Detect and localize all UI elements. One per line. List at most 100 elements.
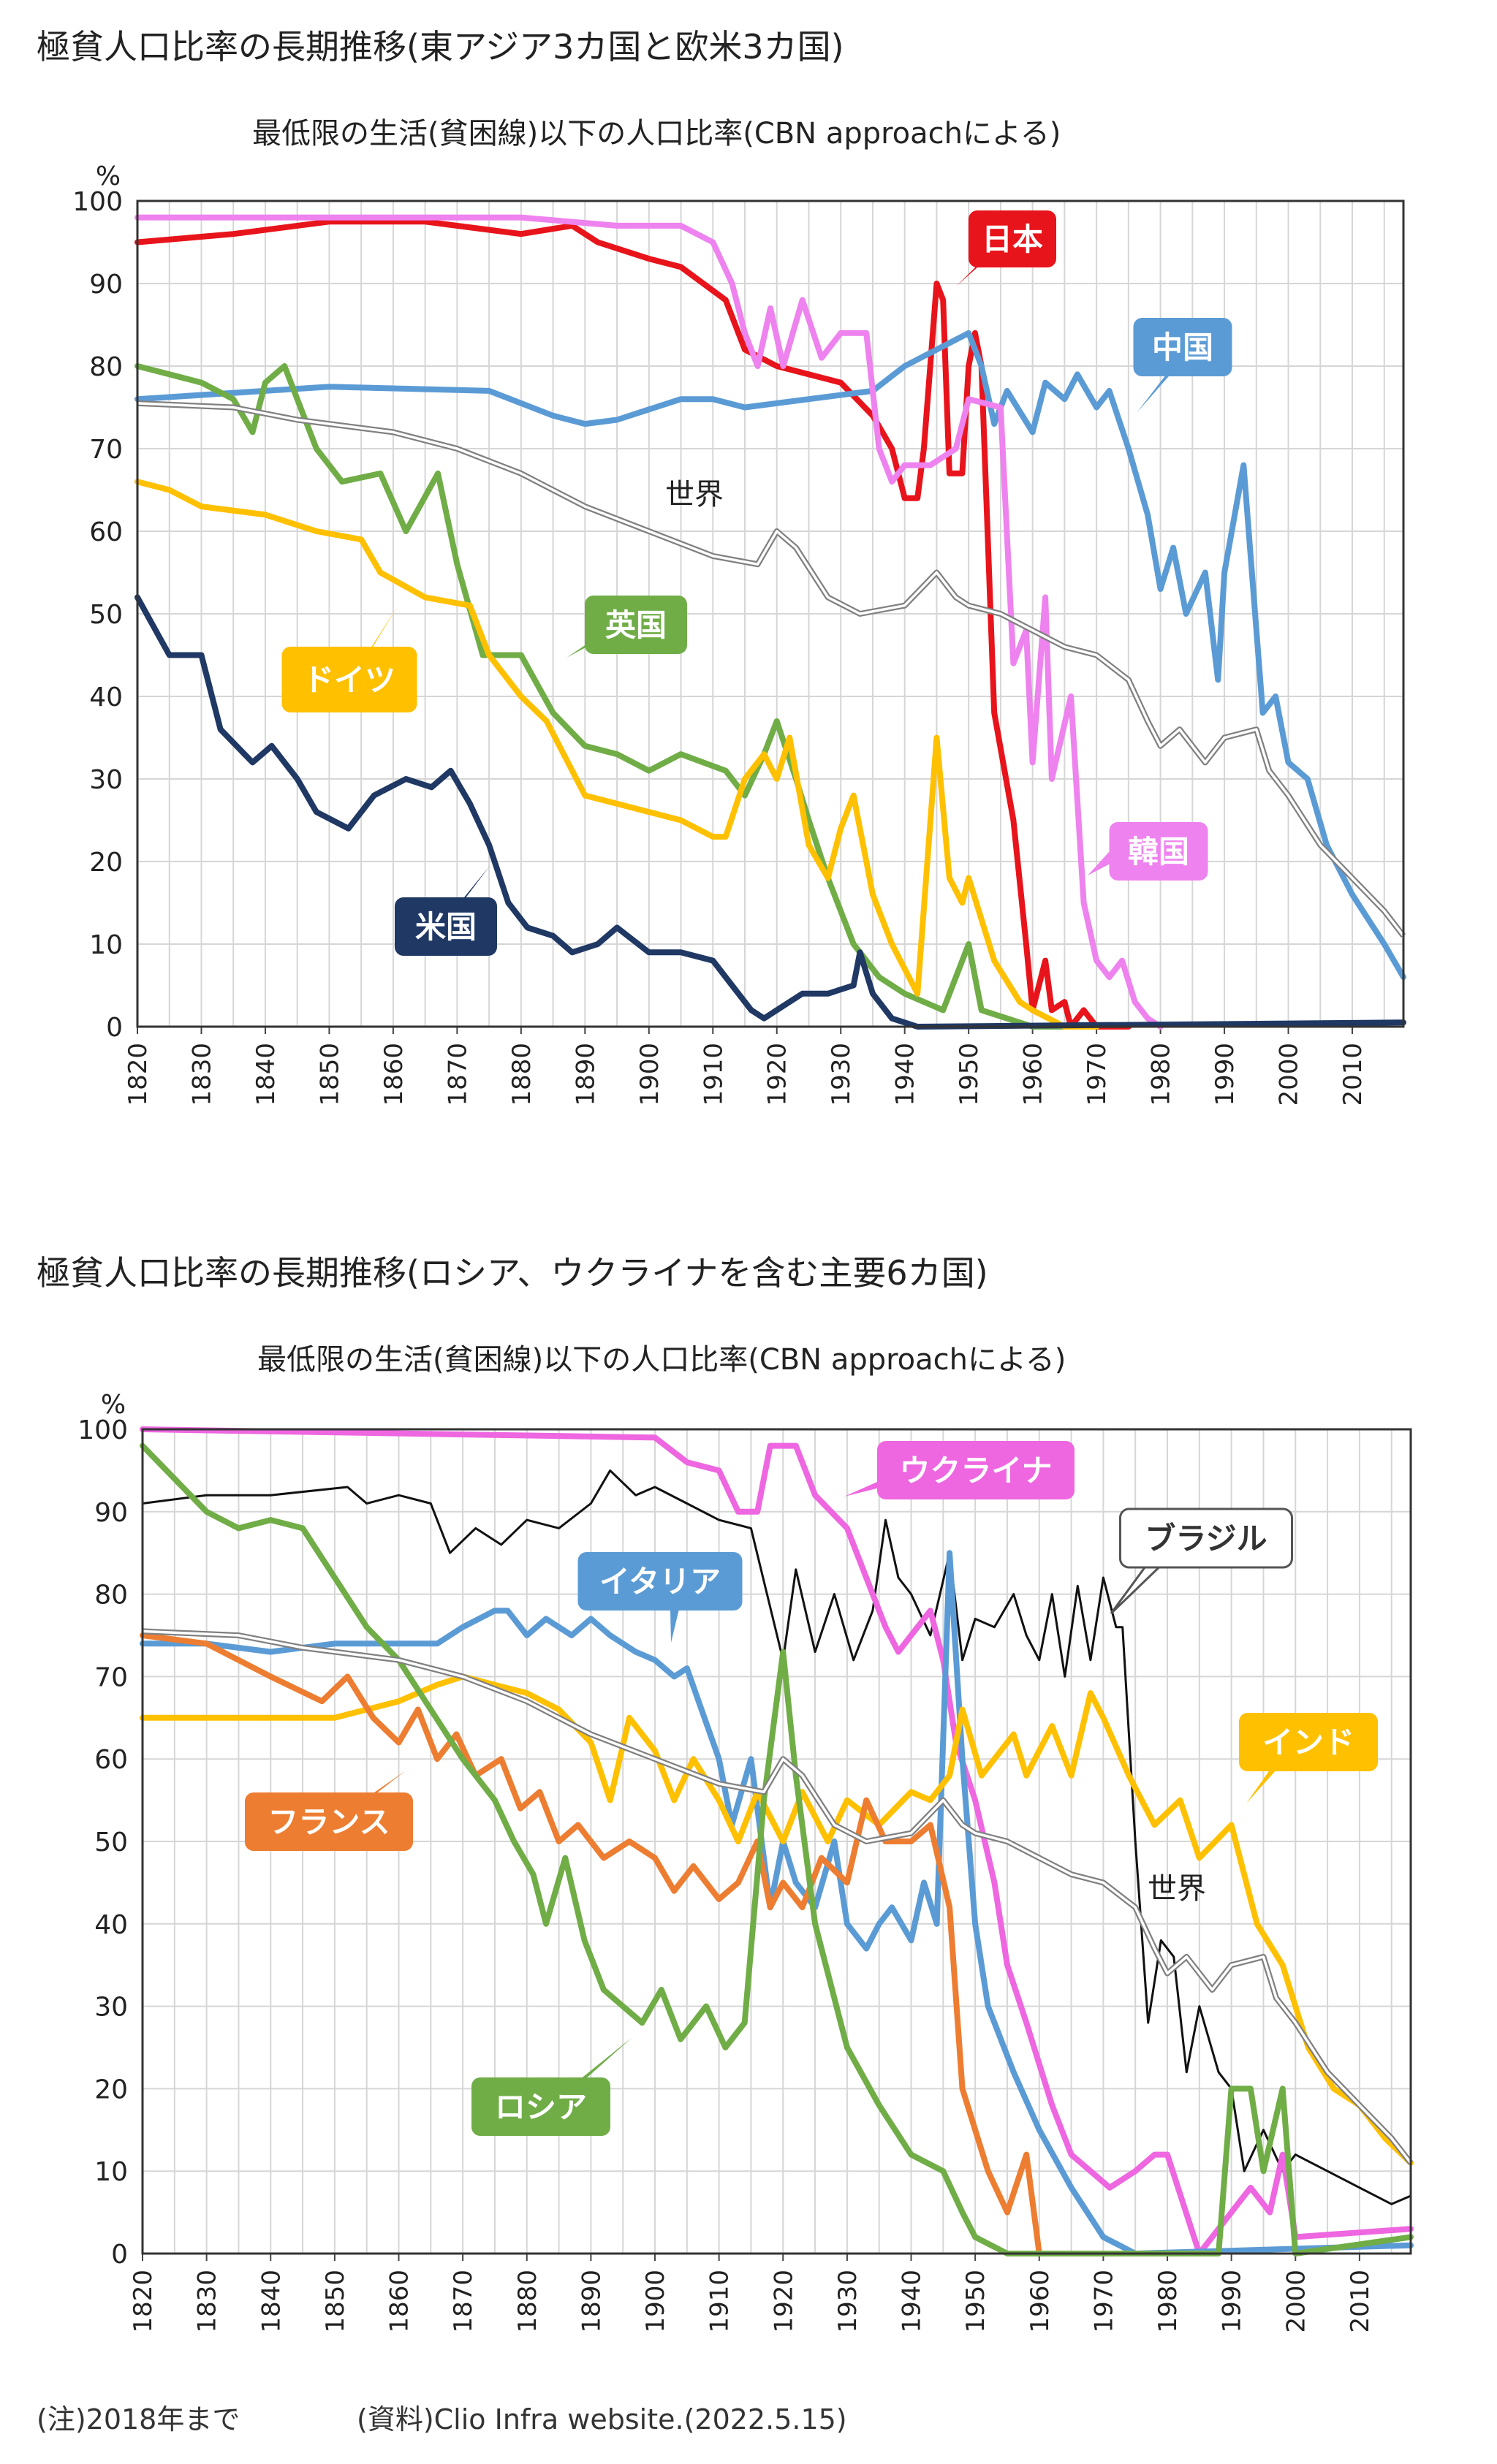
chart-1-plot: 0 10 20 30 40 50 60 70 80 90 100% 1820 1830 1840 1850 1… [72,161,1406,1106]
callout-text: ウクライナ [899,1453,1052,1488]
x-tick-label: 1890 [571,1043,600,1106]
callout-イタリア: イタリア [577,1552,743,1643]
y-tick-label: 90 [89,270,123,300]
series-世界-line [142,1628,1414,2165]
x-tick-label: 1940 [891,1043,920,1106]
x-tick-label: 1830 [193,2270,222,2333]
x-tick-label: 1880 [507,1043,537,1106]
footer-source: (資料)Clio Infra website.(2022.5.15) [357,2403,847,2436]
series-英国-line [134,363,1068,1030]
callout-中国: 中国 [1133,318,1232,413]
x-tick-label: 1820 [124,1043,153,1106]
y-tick-label: 20 [89,848,123,878]
callout-英国: 英国 [566,596,687,658]
x-tick-label: 1890 [577,2270,606,2333]
y-tick-label: 70 [89,435,123,465]
x-tick-label: 2000 [1275,1043,1304,1106]
x-tick-label: 2010 [1338,1043,1368,1106]
plot-frame [141,1428,1412,2255]
series-世界-line [137,400,1406,938]
y-tick-label: 10 [94,2157,128,2187]
x-tick-label: 1860 [379,1043,409,1106]
x-tick-label: 1870 [449,2270,478,2333]
x-tick-label: 1950 [955,1043,984,1106]
callout-text: 中国 [1152,330,1213,365]
callout-text: ブラジル [1145,1521,1267,1556]
callout-ブラジル: ブラジル [1110,1507,1293,1615]
x-tick-label: 1850 [315,1043,344,1106]
callout-ロシア: ロシア [471,2037,632,2136]
y-tick-label: 40 [89,682,123,712]
label-世界: 世界 [665,478,724,512]
x-tick-label: 1990 [1210,1043,1240,1106]
y-tick-label: 80 [94,1581,128,1611]
y-tick-label: 50 [89,600,123,630]
series-日本-line [134,218,1132,1030]
series-中国-line [134,330,1406,981]
x-tick-label: 1930 [827,1043,856,1106]
y-tick-label: 30 [89,765,123,795]
callout-text: ドイツ [303,662,395,698]
x-tick-label: 1920 [763,1043,792,1106]
x-tick-label: 1950 [961,2270,990,2333]
callout-text: フランス [268,1804,390,1840]
callout-韓国: 韓国 [1088,822,1208,881]
x-tick-label: 1830 [187,1043,216,1106]
x-tick-label: 1880 [513,2270,542,2333]
chart-1-heading: 極貧人口比率の長期推移(東アジア3カ国と欧米3カ国) [37,27,844,66]
x-tick-label: 1970 [1089,2270,1118,2333]
y-tick-label: 90 [94,1498,128,1528]
x-tick-label: 1960 [1026,2270,1055,2333]
x-tick-label: 1960 [1019,1043,1048,1106]
callout-text: 日本 [982,221,1043,257]
callout-ウクライナ: ウクライナ [844,1441,1075,1499]
x-tick-label: 1930 [833,2270,863,2333]
chart-1-subtitle: 最低限の生活(貧困線)以下の人口比率(CBN approachによる) [252,117,1061,151]
x-tick-label: 1840 [251,1043,281,1106]
y-tick-label: 60 [89,517,123,547]
footer-note: (注)2018年まで [37,2403,240,2436]
x-tick-label: 1900 [641,2270,670,2333]
callout-text: インド [1262,1725,1354,1760]
y-axis-unit: % [101,1390,126,1420]
callout-ドイツ: ドイツ [281,605,417,712]
plot-frame [136,199,1405,1028]
y-axis-unit: % [96,161,121,191]
x-tick-label: 1990 [1218,2270,1247,2333]
y-tick-label: 40 [94,1910,128,1940]
callout-text: 英国 [605,607,667,643]
callout-text: 韓国 [1128,834,1189,870]
x-tick-label: 1860 [385,2270,414,2333]
chart-2-plot: 0 10 20 30 40 50 60 70 80 90 100% 1820 1830 1840 1850 1… [77,1390,1414,2333]
x-tick-label: 1820 [129,2270,158,2333]
x-tick-label: 1910 [699,1043,728,1106]
callout-フランス: フランス [245,1771,413,1851]
x-tick-label: 1980 [1153,2270,1183,2333]
y-tick-label: 80 [89,352,123,382]
chart-2-subtitle: 最低限の生活(貧困線)以下の人口比率(CBN approachによる) [257,1343,1066,1377]
y-tick-label: 70 [94,1662,128,1692]
x-tick-label: 1850 [321,2270,350,2333]
y-tick-label: 0 [111,2240,128,2270]
x-tick-label: 1900 [635,1043,664,1106]
callout-text: ロシア [495,2089,587,2125]
series-フランス-line [140,1632,1075,2256]
callout-日本: 日本 [956,210,1056,286]
callout-インド: インド [1239,1713,1378,1803]
x-tick-label: 1980 [1147,1043,1176,1106]
callout-米国: 米国 [395,866,497,956]
chart-2-heading: 極貧人口比率の長期推移(ロシア、ウクライナを含む主要6カ国) [37,1253,988,1293]
x-tick-label: 1920 [769,2270,798,2333]
x-tick-label: 1940 [898,2270,927,2333]
callout-text: 米国 [415,909,477,945]
series-米国-line [134,594,1406,1030]
callout-text: イタリア [599,1564,721,1600]
y-tick-label: 50 [94,1828,128,1857]
x-tick-label: 1870 [443,1043,472,1106]
x-tick-label: 1910 [705,2270,735,2333]
series-韓国-line [134,214,1164,1030]
y-tick-label: 30 [94,1993,128,2023]
y-tick-label: 60 [94,1745,128,1775]
x-tick-label: 1970 [1083,1043,1112,1106]
x-tick-label: 1840 [257,2270,286,2333]
